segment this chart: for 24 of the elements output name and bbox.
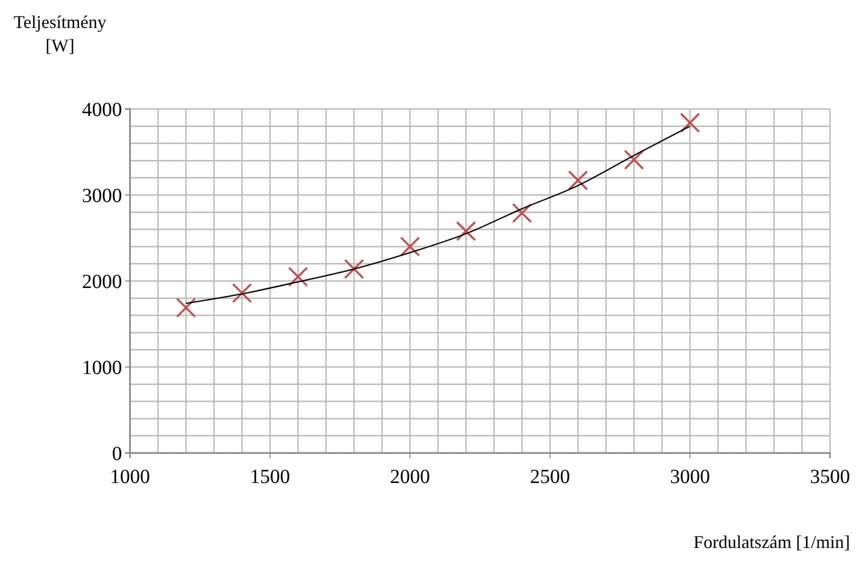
line-series: [185, 126, 691, 304]
point: [400, 236, 420, 257]
point: [568, 170, 588, 190]
point: [232, 283, 252, 304]
y-tick-label: 2000: [82, 271, 122, 293]
point: [624, 150, 644, 170]
y-tick-label: 3000: [82, 185, 122, 207]
point: [176, 298, 196, 318]
x-tick-label: 2500: [530, 466, 570, 488]
x-axis-title: Fordulatszám [1/min]: [694, 532, 850, 552]
point: [512, 203, 532, 224]
x-tick-label: 1500: [250, 466, 290, 488]
point: [456, 221, 476, 242]
y-axis-title: Teljesítmény [W]: [14, 12, 106, 56]
x-tick-label: 3000: [670, 466, 710, 488]
y-tick-label: 0: [112, 443, 122, 465]
y-tick-label: 1000: [82, 357, 122, 379]
point: [288, 266, 308, 287]
x-tick-label: 3500: [810, 466, 850, 488]
point: [344, 258, 364, 279]
y-tick-label: 4000: [82, 99, 122, 121]
point: [680, 112, 700, 133]
x-tick-label: 1000: [110, 466, 150, 488]
x-tick-label: 2000: [390, 466, 430, 488]
